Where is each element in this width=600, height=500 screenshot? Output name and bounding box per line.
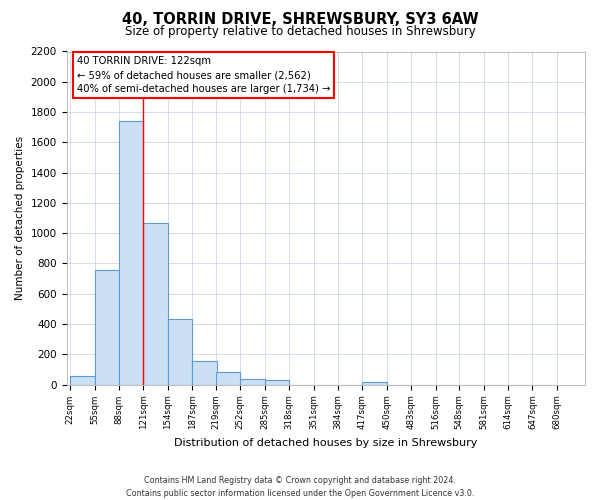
Text: 40 TORRIN DRIVE: 122sqm
← 59% of detached houses are smaller (2,562)
40% of semi: 40 TORRIN DRIVE: 122sqm ← 59% of detache… <box>77 56 330 94</box>
Bar <box>143 222 168 384</box>
Text: 40, TORRIN DRIVE, SHREWSBURY, SY3 6AW: 40, TORRIN DRIVE, SHREWSBURY, SY3 6AW <box>122 12 478 28</box>
Bar <box>362 382 387 384</box>
Text: Size of property relative to detached houses in Shrewsbury: Size of property relative to detached ho… <box>125 25 475 38</box>
Bar <box>95 270 119 384</box>
Bar <box>119 121 143 384</box>
Bar <box>168 320 192 384</box>
X-axis label: Distribution of detached houses by size in Shrewsbury: Distribution of detached houses by size … <box>174 438 478 448</box>
Bar <box>216 372 241 384</box>
Y-axis label: Number of detached properties: Number of detached properties <box>15 136 25 300</box>
Bar <box>70 376 95 384</box>
Bar <box>192 361 217 384</box>
Bar <box>265 380 289 384</box>
Bar <box>241 378 265 384</box>
Text: Contains HM Land Registry data © Crown copyright and database right 2024.
Contai: Contains HM Land Registry data © Crown c… <box>126 476 474 498</box>
